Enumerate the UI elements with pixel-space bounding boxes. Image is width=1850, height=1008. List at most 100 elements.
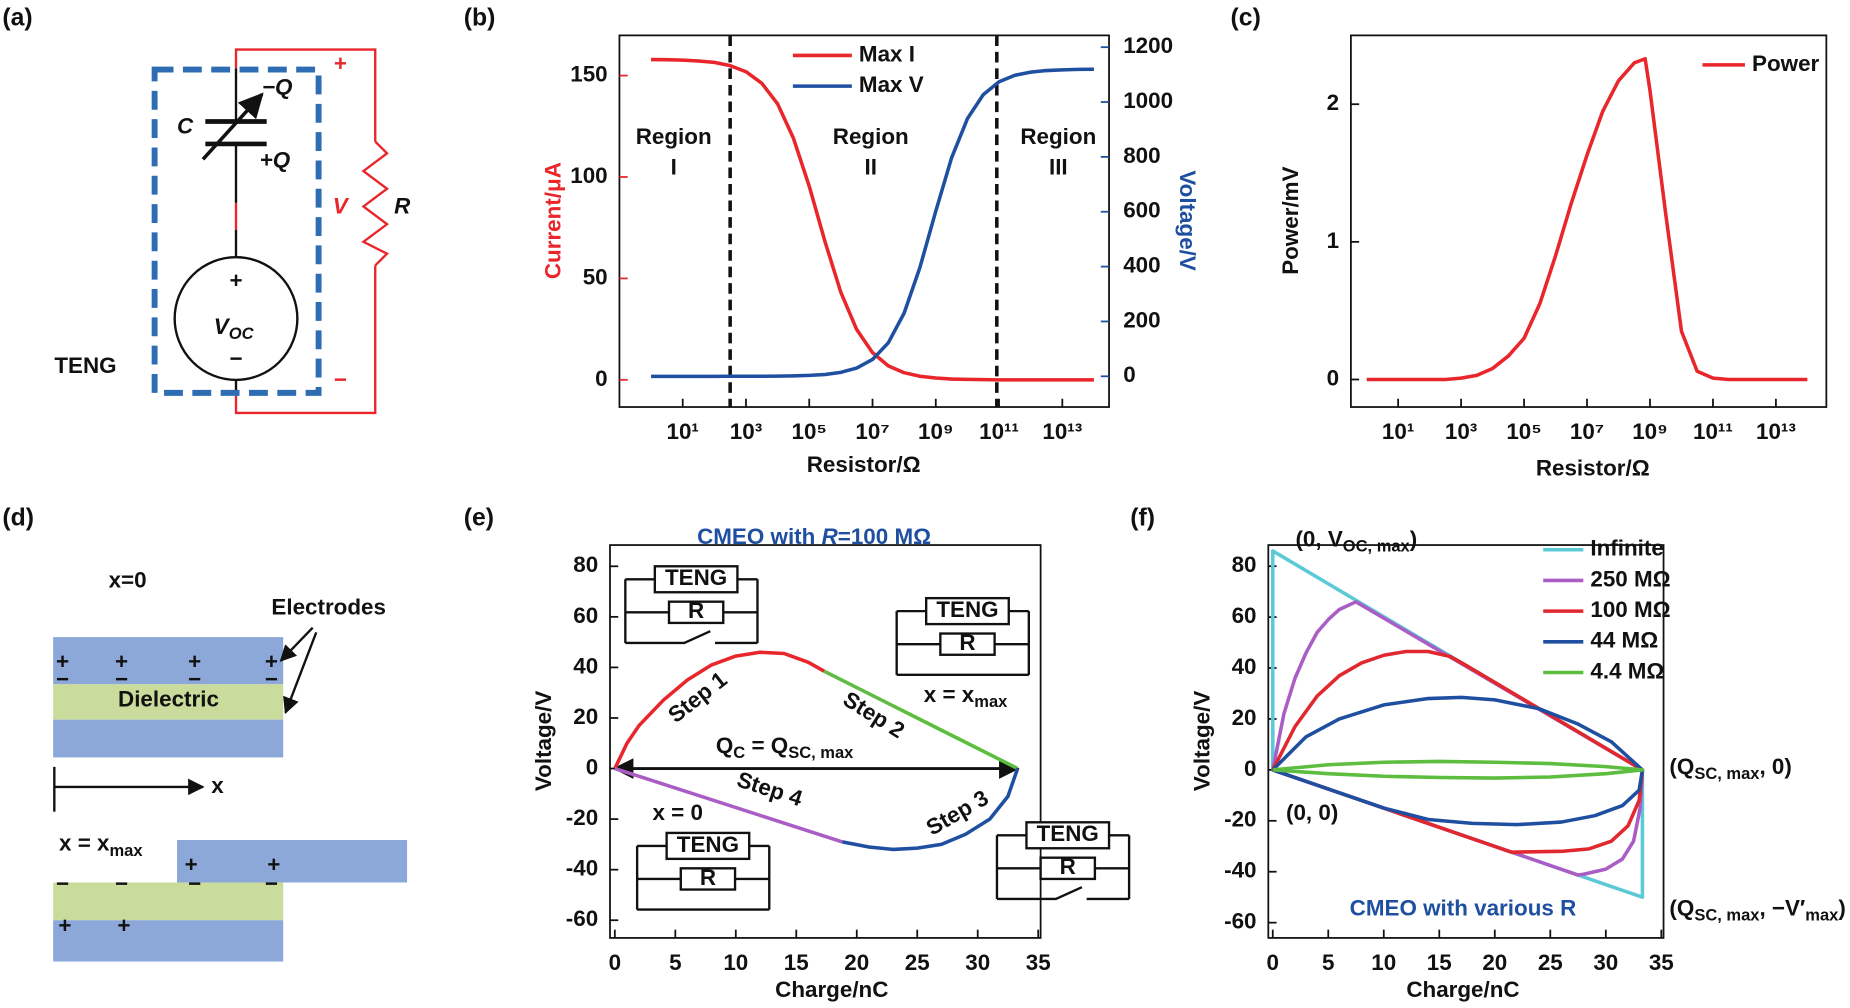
x-tick-label: 10³ — [1445, 419, 1477, 444]
legend-label: Max I — [859, 41, 915, 66]
label: VOC — [214, 314, 255, 344]
x-tick-label: 20 — [844, 950, 869, 975]
x-tick-label: 15 — [784, 950, 809, 975]
inset-label: R — [700, 865, 716, 890]
text-part: OC — [229, 325, 255, 343]
text-part: x = x — [59, 831, 110, 856]
electrode — [53, 637, 284, 685]
electrode — [53, 719, 284, 758]
text-part: ) — [1410, 526, 1417, 551]
x-tick-label: 10⁷ — [1570, 419, 1604, 444]
label: − — [229, 346, 242, 371]
electrode — [177, 840, 408, 883]
y-tick-label: 1 — [1327, 228, 1339, 253]
text-part: max — [1805, 907, 1839, 925]
panel-label: (b) — [464, 4, 496, 31]
y-tick-label: 150 — [570, 61, 607, 86]
charge-sign: + — [115, 649, 128, 674]
wire — [234, 48, 377, 415]
annotation: III — [1049, 155, 1068, 180]
charge-sign: + — [56, 649, 69, 674]
y-tick-label: 100 — [570, 163, 607, 188]
panel-label: (c) — [1231, 4, 1261, 31]
charge-sign: − — [188, 871, 201, 896]
y-axis-label: Current/μA — [540, 162, 565, 279]
charge-sign: − — [265, 667, 278, 692]
annotation: (0, VOC, max) — [1295, 526, 1417, 556]
x-tick-label: 10³ — [730, 419, 762, 444]
x-tick-label: 10¹ — [1382, 419, 1414, 444]
charge-sign: − — [265, 871, 278, 896]
x-tick-label: 30 — [965, 950, 990, 975]
plot-frame — [609, 544, 1042, 939]
series-line — [1271, 649, 1645, 854]
legend-label: Infinite — [1590, 536, 1663, 561]
text-part: x = x — [924, 682, 975, 707]
text-part: SC, max — [788, 744, 854, 762]
charge-sign: + — [267, 852, 280, 877]
annotation: Region — [1020, 124, 1096, 149]
step-label: Step 1 — [663, 667, 731, 728]
legend-label: 250 MΩ — [1590, 566, 1670, 591]
annotation: Region — [636, 124, 712, 149]
label: Electrodes — [271, 595, 386, 620]
inset-wire — [895, 609, 1030, 677]
y-axis-label: Power/mV — [1278, 166, 1303, 274]
y-tick-label: 60 — [573, 603, 598, 628]
y-tick-label: 50 — [583, 264, 608, 289]
y-tick-label: 80 — [1232, 552, 1257, 577]
label: x = xmax — [59, 831, 143, 861]
label: −Q — [262, 74, 293, 99]
x-tick-label: 35 — [1026, 950, 1051, 975]
charge-sign: − — [56, 667, 69, 692]
series-line — [823, 669, 1019, 771]
text-part: (0, V — [1295, 526, 1342, 551]
annotation: I — [671, 155, 677, 180]
y-tick-label: 40 — [1232, 654, 1257, 679]
label: − — [334, 367, 347, 392]
y2-tick-label: 600 — [1123, 198, 1160, 223]
legend-label: Max V — [859, 72, 924, 97]
label: Dielectric — [118, 687, 219, 712]
dielectric — [53, 684, 284, 720]
charge-sign: − — [56, 871, 69, 896]
series-line — [1366, 56, 1808, 382]
y-tick-label: 60 — [1232, 603, 1257, 628]
x-tick-label: 10⁵ — [792, 419, 827, 444]
y-tick-label: 0 — [586, 754, 598, 779]
text-part: max — [110, 842, 144, 860]
x-tick-label: 30 — [1593, 950, 1618, 975]
x-tick-label: 10¹³ — [1756, 419, 1796, 444]
y2-tick-label: 1200 — [1123, 33, 1173, 58]
y-tick-label: -20 — [1224, 807, 1256, 832]
y2-tick-label: 400 — [1123, 253, 1160, 278]
x-tick-label: 10⁵ — [1506, 419, 1541, 444]
y2-axis-label: Voltage/V — [1175, 170, 1200, 270]
variable-arrow — [201, 92, 264, 161]
panel-label: (a) — [2, 4, 32, 31]
series-line — [614, 766, 843, 844]
annotation: x = 0 — [652, 800, 702, 825]
x-tick-label: 25 — [1538, 950, 1563, 975]
pointer — [283, 631, 318, 715]
annotation: Region — [833, 124, 909, 149]
series-line — [613, 650, 825, 770]
y-tick-label: 20 — [573, 704, 598, 729]
charge-sign: + — [117, 913, 130, 938]
label: C — [177, 113, 194, 138]
series-line — [841, 767, 1020, 852]
inset-label: TENG — [936, 597, 998, 622]
charge-sign: + — [185, 852, 198, 877]
x-tick-label: 10¹³ — [1042, 419, 1082, 444]
x-axis-label: Resistor/Ω — [807, 452, 921, 477]
y-tick-label: 2 — [1327, 90, 1339, 115]
inset-label: TENG — [665, 565, 727, 590]
charge-sign: − — [115, 871, 128, 896]
x-tick-label: 0 — [1267, 950, 1279, 975]
legend-label: 44 MΩ — [1590, 628, 1658, 653]
plot-frame — [618, 34, 1110, 408]
text-part: SC, max — [1694, 765, 1760, 783]
y-axis-label: Voltage/V — [531, 691, 556, 791]
inset-wire — [624, 578, 759, 645]
